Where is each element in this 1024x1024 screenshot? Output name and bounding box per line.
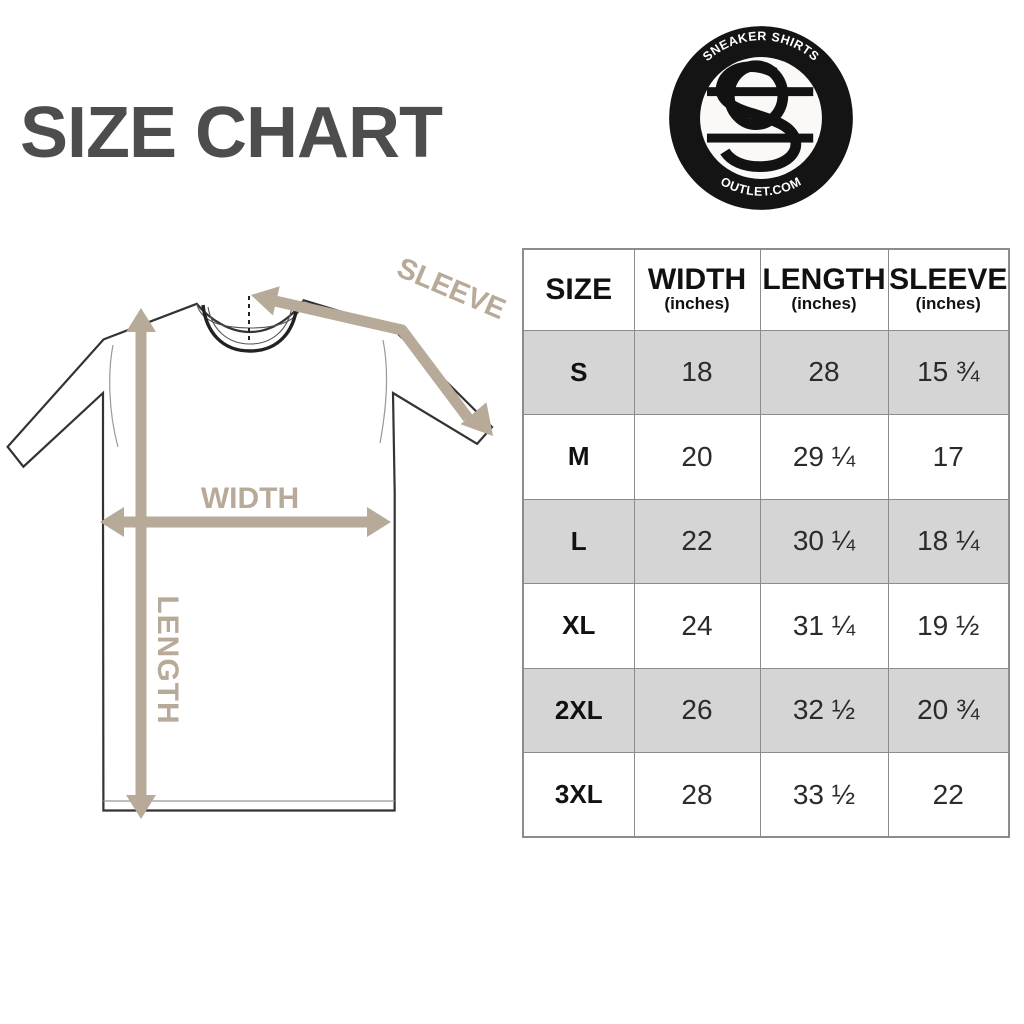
svg-text:LENGTH: LENGTH — [151, 595, 184, 724]
svg-text:WIDTH: WIDTH — [201, 482, 299, 515]
svg-text:SLEEVE: SLEEVE — [392, 252, 510, 326]
